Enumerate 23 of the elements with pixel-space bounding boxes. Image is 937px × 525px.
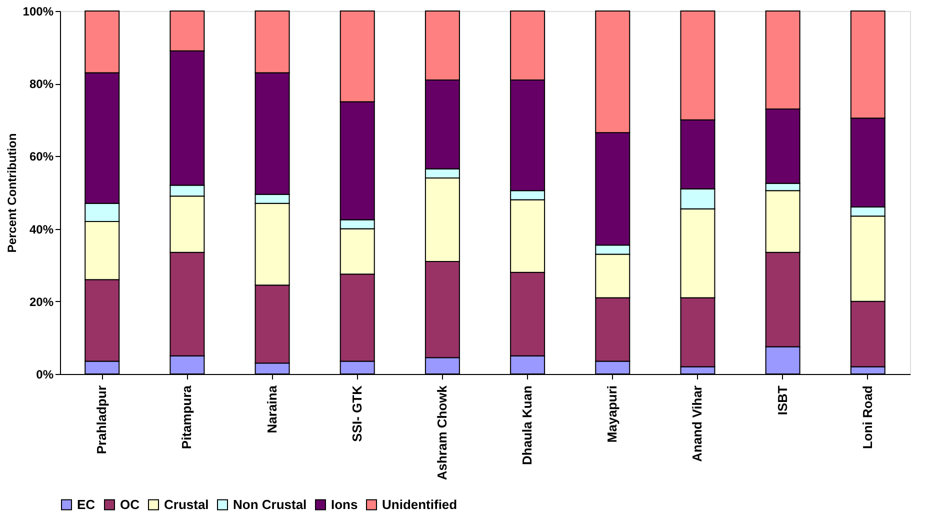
x-tick-label: Dhaula Kuan — [520, 385, 535, 465]
x-tick-label: Loni Road — [860, 385, 875, 450]
x-tick-label: Anand Vihar — [690, 386, 705, 462]
y-tick-label: 80% — [29, 77, 54, 92]
x-tick-label: ISBT — [774, 385, 790, 416]
y-tick-label: 40% — [29, 222, 54, 236]
legend-label: OC — [120, 496, 140, 512]
y-axis-title: Percent Contribution — [4, 133, 19, 253]
x-tick-label: Naraina — [264, 384, 280, 434]
x-tick-label: Mayapuri — [604, 386, 620, 443]
legend-label: Crustal — [164, 496, 209, 512]
x-tick-label: Pitampura — [179, 384, 194, 450]
y-tick-label: 0% — [36, 368, 54, 382]
legend-label: Unidentified — [382, 496, 458, 512]
y-tick-label: 60% — [29, 150, 54, 164]
x-tick-label: Prahladpur — [94, 386, 110, 454]
legend-label: Ions — [331, 496, 358, 512]
legend-label: Non Crustal — [233, 496, 307, 512]
x-tick-label: SSI- GTK — [349, 384, 364, 442]
y-tick-label: 20% — [29, 294, 54, 309]
y-tick-label: 100% — [22, 4, 54, 18]
x-tick-label: Ashram Chowk — [434, 384, 450, 480]
legend-label: EC — [77, 496, 96, 512]
